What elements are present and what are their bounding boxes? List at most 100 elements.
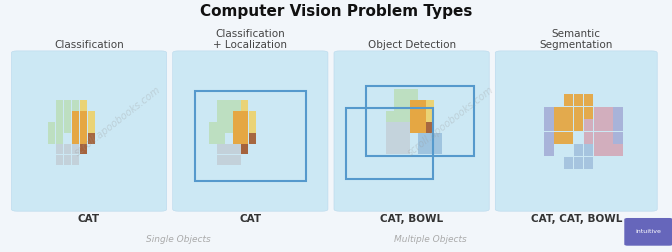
Bar (241, 100, 249, 111)
Bar (209, 133, 216, 144)
Bar (72, 155, 79, 165)
Bar (554, 119, 564, 131)
Bar (614, 119, 623, 131)
Bar (249, 133, 257, 144)
Bar (386, 122, 394, 133)
FancyBboxPatch shape (495, 51, 657, 211)
FancyBboxPatch shape (11, 51, 167, 211)
Bar (574, 157, 583, 169)
Bar (554, 107, 564, 118)
Bar (225, 122, 233, 133)
Bar (593, 132, 603, 144)
Bar (614, 107, 623, 118)
Bar (87, 133, 95, 144)
Bar (87, 122, 95, 133)
Bar (64, 100, 71, 111)
Bar (233, 155, 241, 165)
Bar (584, 157, 593, 169)
Bar (80, 122, 87, 133)
Bar (233, 122, 241, 133)
Bar (410, 122, 418, 133)
Text: Object Detection: Object Detection (368, 40, 456, 50)
Bar (56, 122, 63, 133)
Text: CAT, BOWL: CAT, BOWL (380, 214, 443, 224)
Bar (209, 122, 216, 133)
Bar (394, 111, 402, 122)
Bar (249, 111, 257, 122)
Text: Classification: Classification (54, 40, 124, 50)
Bar (233, 100, 241, 111)
Text: Semantic
Segmentation: Semantic Segmentation (540, 29, 613, 50)
Bar (410, 100, 418, 111)
Bar (241, 133, 249, 144)
Bar (403, 144, 410, 154)
Text: CAT: CAT (239, 214, 261, 224)
Bar (544, 107, 554, 118)
Bar (241, 144, 249, 154)
Bar (64, 144, 71, 154)
Bar (614, 132, 623, 144)
Bar (574, 107, 583, 118)
Bar (418, 133, 425, 144)
Bar (72, 144, 79, 154)
Text: Computer Vision Problem Types: Computer Vision Problem Types (200, 4, 472, 19)
Bar (72, 100, 79, 111)
Bar (418, 144, 425, 154)
Bar (434, 133, 442, 144)
FancyBboxPatch shape (624, 218, 672, 246)
Bar (386, 133, 394, 144)
Bar (366, 86, 474, 156)
Bar (564, 107, 573, 118)
Bar (80, 133, 87, 144)
Bar (574, 119, 583, 131)
Bar (603, 144, 613, 156)
Bar (564, 119, 573, 131)
Bar (603, 107, 613, 118)
Bar (217, 100, 224, 111)
Bar (56, 100, 63, 111)
Bar (426, 144, 433, 154)
Bar (241, 111, 249, 122)
Bar (233, 111, 241, 122)
Bar (426, 122, 433, 133)
Bar (426, 111, 433, 122)
Bar (418, 100, 425, 111)
Bar (386, 144, 394, 154)
Bar (584, 119, 593, 131)
Bar (80, 100, 87, 111)
Bar (80, 144, 87, 154)
Bar (584, 107, 593, 118)
Bar (64, 155, 71, 165)
Bar (346, 108, 433, 179)
Bar (434, 144, 442, 154)
Bar (564, 94, 573, 106)
Bar (225, 100, 233, 111)
Bar (56, 111, 63, 122)
Bar (217, 144, 224, 154)
Bar (394, 89, 402, 100)
Bar (403, 111, 410, 122)
Bar (603, 119, 613, 131)
Bar (403, 89, 410, 100)
Bar (64, 122, 71, 133)
Bar (410, 111, 418, 122)
Bar (394, 122, 402, 133)
Bar (544, 144, 554, 156)
Bar (225, 144, 233, 154)
Bar (64, 111, 71, 122)
Bar (72, 111, 79, 122)
Bar (217, 111, 224, 122)
Bar (394, 100, 402, 111)
Bar (418, 122, 425, 133)
Bar (603, 132, 613, 144)
Bar (584, 144, 593, 156)
Bar (584, 132, 593, 144)
Bar (544, 119, 554, 131)
FancyBboxPatch shape (334, 51, 489, 211)
Bar (403, 122, 410, 133)
Bar (56, 144, 63, 154)
Bar (394, 133, 402, 144)
Bar (56, 155, 63, 165)
Bar (48, 122, 55, 133)
Text: CAT, CAT, BOWL: CAT, CAT, BOWL (531, 214, 622, 224)
